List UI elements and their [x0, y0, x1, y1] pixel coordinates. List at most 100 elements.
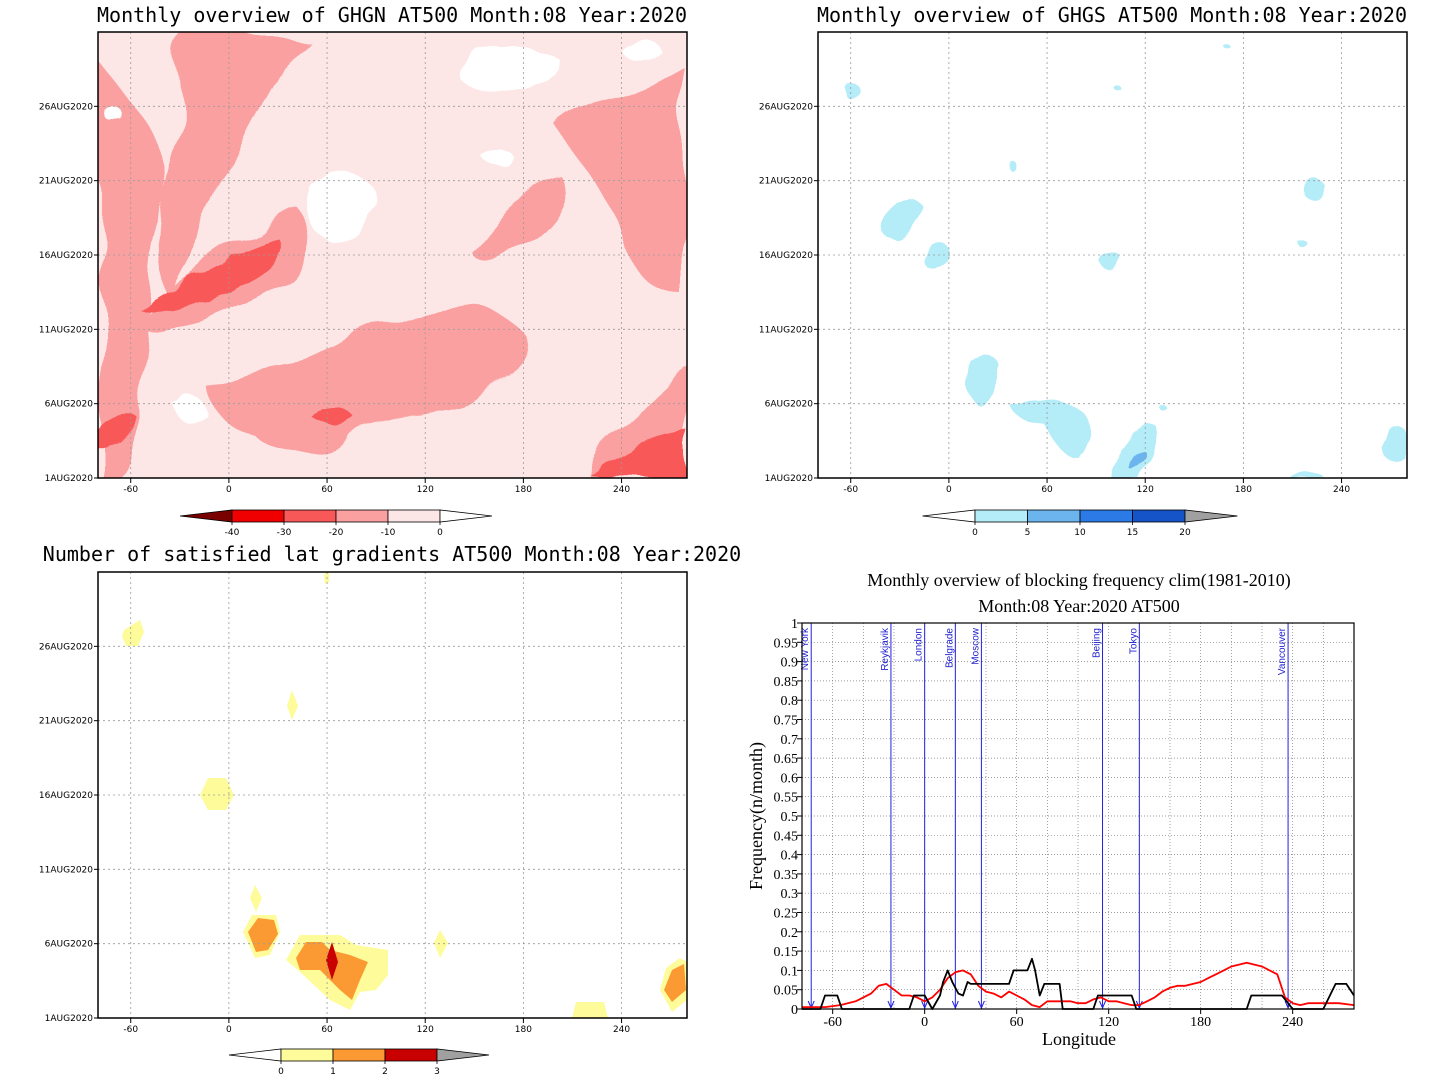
x-tick-label: 240	[1333, 485, 1350, 495]
y-tick-label: 21AUG2020	[39, 717, 93, 727]
y-tick-label: 16AUG2020	[759, 251, 813, 261]
gradients-title: Number of satisfied lat gradients AT500 …	[43, 542, 741, 566]
colorbar-box	[283, 509, 337, 523]
x-tick-label: 120	[417, 1025, 434, 1035]
blocking-city-markers: New York Reykjavik London Belgrade Moscow Bei…	[800, 623, 1292, 1010]
y-tick-label: 1AUG2020	[45, 1014, 94, 1024]
x-tick-label: -60	[123, 1025, 138, 1035]
x-tick-label: 60	[1010, 1015, 1024, 1030]
y-tick-label: 0.9	[781, 656, 799, 671]
gradients-axes: -60 0 60 120 180 240 1AUG2020 6AUG2020 11AUG2020…	[39, 642, 630, 1035]
series-line-1	[802, 957, 1355, 1010]
x-tick-label: 240	[1282, 1015, 1303, 1030]
x-tick-label: 180	[1190, 1015, 1211, 1030]
ghgn-grid	[98, 32, 687, 478]
colorbar-box	[974, 509, 1028, 523]
y-tick-label: 26AUG2020	[39, 642, 93, 652]
ghgs-grid	[818, 32, 1407, 478]
colorbar-label: 15	[1127, 528, 1138, 538]
colorbar-box	[1132, 509, 1186, 523]
y-tick-label: 11AUG2020	[759, 325, 813, 335]
x-tick-label: 240	[613, 485, 630, 495]
ghgn-title: Monthly overview of GHGN AT500 Month:08 …	[97, 3, 687, 27]
y-tick-label: 0.25	[774, 907, 799, 922]
colorbar-label: -10	[381, 528, 396, 538]
colorbar-box	[387, 509, 441, 523]
colorbar-high-arrow	[436, 1048, 490, 1062]
x-tick-label: 60	[1041, 485, 1053, 495]
city-marker-arrow	[951, 1000, 959, 1010]
y-tick-label: 21AUG2020	[759, 177, 813, 187]
x-tick-label: 120	[1098, 1015, 1119, 1030]
x-tick-label: 240	[613, 1025, 630, 1035]
gradients-colorbar: 0 1 2 3	[228, 1048, 490, 1077]
y-tick-label: 26AUG2020	[759, 102, 813, 112]
y-tick-label: 21AUG2020	[39, 177, 93, 187]
x-tick-label: 0	[921, 1015, 928, 1030]
colorbar-label: 0	[972, 528, 978, 538]
x-tick-label: 0	[226, 485, 232, 495]
blocking-subtitle: Month:08 Year:2020 AT500	[978, 596, 1180, 616]
colorbar-label: 3	[434, 1067, 440, 1077]
ghgs-axes: -60 0 60 120 180 240 1AUG2020 6AUG2020 11AUG2020…	[759, 102, 1350, 495]
y-tick-label: 16AUG2020	[39, 791, 93, 801]
city-marker-arrow	[977, 1000, 985, 1010]
blocking-axes: 0 0.05 0.1 0.15 0.2 0.25 0.3 0.35 0.4 0.45 0.5 0.55…	[774, 617, 1304, 1030]
y-tick-label: 0.4	[781, 849, 799, 864]
colorbar-label: 0	[437, 528, 443, 538]
y-tick-label: 0.1	[781, 964, 799, 979]
city-label: Vancouver	[1277, 627, 1288, 675]
ghgs-colorbar: 0 5 10 15 20	[922, 509, 1238, 538]
blocking-ylabel: Frequency(n/month)	[746, 742, 767, 890]
x-tick-label: 180	[515, 485, 532, 495]
x-tick-label: 60	[321, 1025, 333, 1035]
y-tick-label: 0.5	[781, 810, 799, 825]
city-label: London	[914, 628, 925, 661]
x-tick-label: -60	[823, 1015, 842, 1030]
colorbar-box	[1027, 509, 1081, 523]
city-marker-arrow	[1099, 1000, 1106, 1010]
colorbar-label: 10	[1074, 528, 1086, 538]
x-tick-label: 0	[226, 1025, 232, 1035]
colorbar-label: -40	[225, 528, 240, 538]
y-tick-label: 0.05	[774, 984, 799, 999]
x-tick-label: 120	[417, 485, 434, 495]
city-label: New York	[800, 627, 811, 670]
y-tick-label: 11AUG2020	[39, 325, 93, 335]
x-tick-label: 180	[515, 1025, 532, 1035]
colorbar-label: 20	[1179, 528, 1191, 538]
y-tick-label: 6AUG2020	[765, 400, 814, 410]
colorbar-high-arrow	[439, 509, 493, 523]
city-label: Tokyo	[1128, 628, 1139, 655]
colorbar-box	[335, 509, 389, 523]
city-marker-arrow	[807, 1000, 815, 1010]
x-tick-label: -60	[843, 485, 858, 495]
city-marker-arrow	[921, 1000, 929, 1010]
ghgn-panel: Monthly overview of GHGN AT500 Month:08 …	[39, 3, 688, 538]
ghgn-axes: -60 0 60 120 180 240 1AUG2020 6AUG2020 11AUG2020…	[39, 102, 630, 495]
y-tick-label: 1AUG2020	[765, 474, 814, 484]
colorbar-box	[332, 1048, 386, 1062]
blocking-xlabel: Longitude	[1042, 1029, 1116, 1049]
colorbar-box	[384, 1048, 438, 1062]
y-tick-label: 0	[791, 1003, 798, 1018]
colorbar-label: -30	[277, 528, 292, 538]
colorbar-box	[231, 509, 285, 523]
y-tick-label: 0.75	[774, 714, 799, 729]
city-label: Belgrade	[944, 628, 955, 668]
y-tick-label: 0.55	[774, 791, 799, 806]
colorbar-low-arrow	[179, 509, 233, 523]
ghgn-colorbar: -40 -30 -20 -10 0	[179, 509, 493, 538]
x-tick-label: 180	[1235, 485, 1252, 495]
colorbar-label: 1	[330, 1067, 336, 1077]
ghgs-panel: Monthly overview of GHGS AT500 Month:08 …	[759, 3, 1408, 538]
colorbar-low-arrow	[922, 509, 976, 523]
y-tick-label: 6AUG2020	[45, 400, 94, 410]
y-tick-label: 1	[791, 617, 798, 632]
blocking-title: Monthly overview of blocking frequency c…	[867, 570, 1290, 591]
x-tick-label: 120	[1137, 485, 1154, 495]
y-tick-label: 0.15	[774, 945, 799, 960]
colorbar-label: -20	[329, 528, 344, 538]
series-line-0	[802, 961, 1355, 1008]
